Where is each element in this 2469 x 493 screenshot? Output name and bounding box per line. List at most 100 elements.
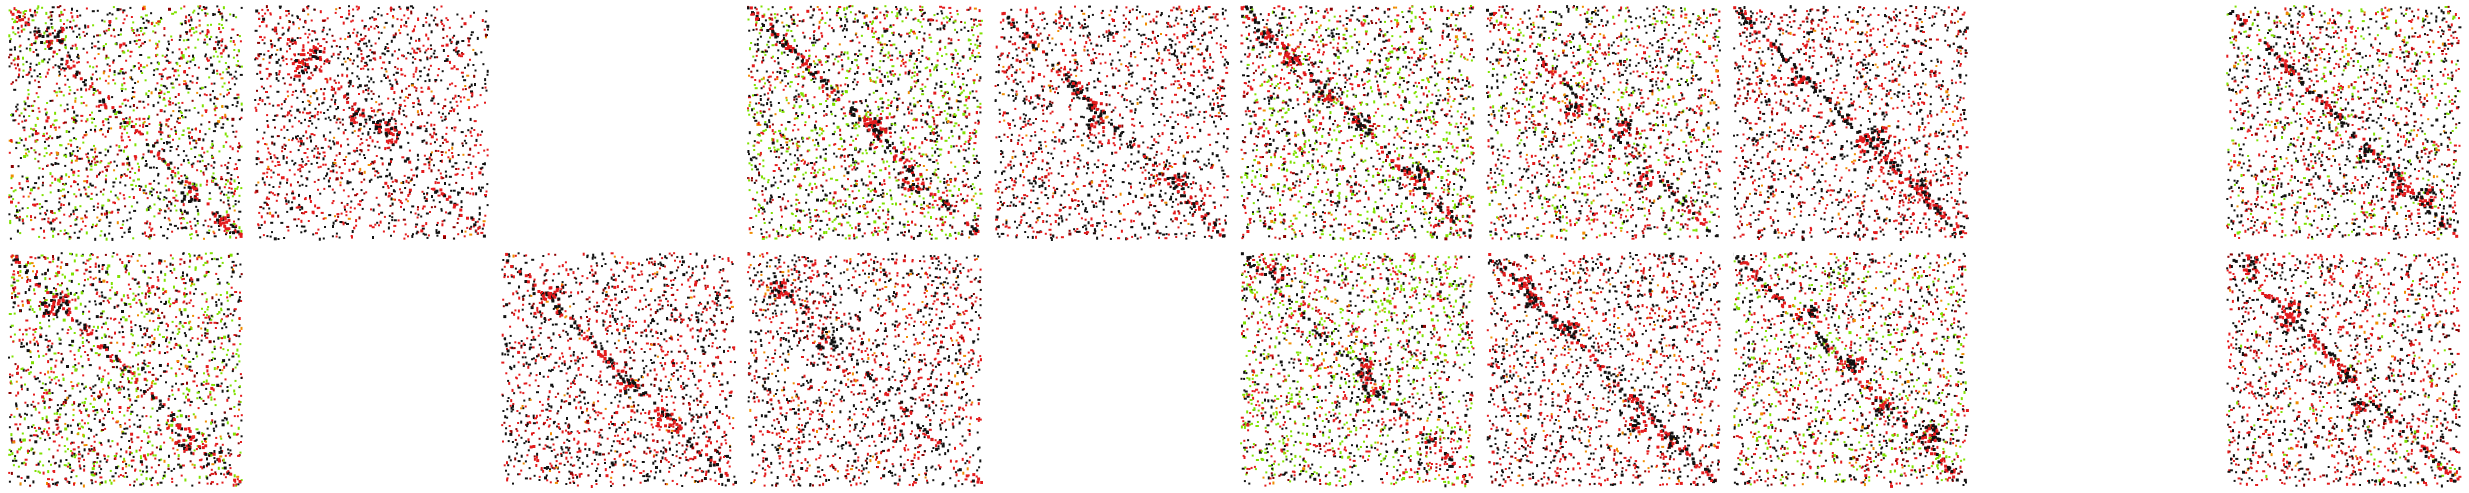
contact-point-618: [229, 157, 232, 159]
contact-point-1019m: [107, 29, 110, 32]
contact-point-469: [302, 82, 305, 85]
contact-point-32: [845, 77, 849, 79]
contact-point-358m: [145, 163, 148, 166]
contact-point-968: [278, 70, 281, 74]
contact-point-630: [199, 160, 202, 163]
contact-point-805: [955, 144, 958, 147]
contact-point-1058m: [238, 210, 242, 213]
contact-point-722m: [68, 54, 71, 57]
contact-point-336m: [335, 11, 338, 14]
contact-point-490: [909, 52, 912, 56]
contact-point-287: [331, 55, 334, 58]
contact-point-536: [77, 170, 80, 172]
contact-point-728m: [814, 209, 817, 211]
contact-point-701: [288, 138, 291, 141]
contact-point-511: [51, 137, 54, 140]
contact-point-179: [114, 82, 117, 85]
contact-point-102m: [339, 45, 342, 48]
contact-point-832: [856, 183, 859, 186]
contact-point-1036m: [221, 38, 224, 41]
contact-point-803m: [27, 150, 30, 153]
contact-point-1085: [91, 46, 93, 49]
contact-point-565m: [415, 51, 419, 54]
contact-point-478m: [29, 8, 32, 12]
contact-point-546: [182, 129, 185, 132]
contact-point-209: [479, 94, 482, 97]
contact-point-1208: [176, 62, 179, 66]
contact-point-1073: [398, 5, 401, 8]
contact-point-805m: [308, 170, 311, 173]
contact-point-1164m: [180, 163, 183, 166]
contact-point-d50: [149, 150, 153, 154]
contact-point-383: [974, 176, 978, 179]
contact-point-704: [896, 57, 899, 60]
contact-point-1064: [260, 77, 264, 80]
contact-point-1036: [41, 218, 44, 221]
contact-point-c2-9: [227, 227, 231, 231]
contact-point-626m: [336, 141, 340, 145]
contact-point-632m: [881, 145, 884, 148]
contact-point-462: [825, 113, 828, 116]
contact-point-552: [475, 138, 478, 142]
contact-point-713: [337, 74, 340, 77]
contact-point-1018: [420, 86, 423, 89]
contact-point-228: [951, 194, 954, 197]
contact-point-943: [227, 54, 230, 58]
contact-point-479: [347, 143, 350, 146]
contact-point-940: [224, 164, 227, 167]
contact-point-452m: [975, 154, 978, 157]
contact-point-4: [768, 234, 771, 238]
contact-point-593: [433, 52, 436, 55]
contact-point-252m: [442, 36, 445, 39]
contact-point-200m: [808, 72, 811, 74]
contact-point-602m: [300, 122, 303, 125]
contact-point-939m: [385, 21, 389, 24]
contact-point-120: [272, 171, 275, 174]
contact-point-152: [299, 144, 302, 147]
contact-point-250: [882, 209, 885, 212]
contact-point-737: [840, 108, 843, 111]
contact-point-892m: [45, 152, 48, 155]
contact-point-378: [233, 75, 236, 78]
contact-point-982: [340, 172, 344, 175]
contact-point-35: [758, 209, 761, 213]
contact-point-64: [952, 58, 955, 61]
contact-point-598: [21, 175, 24, 178]
contact-point-1137: [218, 186, 221, 190]
contact-point-68: [486, 154, 489, 157]
contact-point-1148: [127, 49, 129, 52]
contact-point-829m: [951, 204, 954, 207]
contact-point-713m: [62, 204, 65, 206]
contact-point-59: [346, 46, 349, 48]
contact-point-60: [119, 227, 123, 229]
contact-point-458: [58, 126, 61, 129]
contact-point-211: [282, 77, 285, 80]
contact-point-c1-13: [314, 55, 318, 59]
contact-point-361m: [212, 172, 215, 175]
contact-point-841: [225, 68, 228, 71]
contact-point-368: [240, 233, 243, 235]
contact-point-923m: [123, 128, 126, 131]
contact-point-837: [762, 56, 765, 59]
contact-point-453: [226, 196, 230, 199]
contact-point-192: [856, 167, 859, 170]
contact-point-691: [962, 148, 965, 151]
contact-point-667: [122, 51, 126, 54]
contact-point-d1: [293, 41, 297, 45]
contact-point-338m: [469, 85, 472, 88]
contact-point-1138: [124, 98, 127, 101]
contact-point-919: [126, 168, 129, 171]
contact-point-683m: [133, 32, 136, 34]
contact-point-961: [233, 209, 236, 212]
contact-point-406m: [903, 113, 906, 116]
contact-point-482: [870, 55, 873, 58]
contact-point-695m: [747, 142, 750, 145]
contact-point-549: [89, 182, 92, 186]
contact-point-609: [132, 29, 135, 32]
contact-point-505: [441, 154, 444, 156]
contact-point-63m: [793, 38, 796, 42]
contact-point-c2-17: [225, 220, 229, 224]
contact-point-435m: [449, 110, 453, 112]
contact-point-593m: [748, 29, 751, 32]
contact-point-856m: [363, 27, 366, 30]
